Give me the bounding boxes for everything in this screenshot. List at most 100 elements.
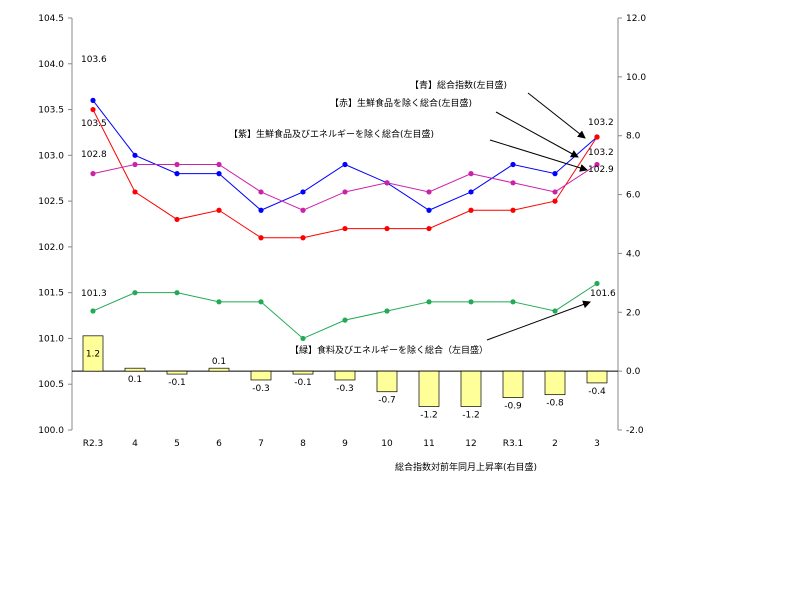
data-point bbox=[552, 308, 558, 314]
bar bbox=[334, 370, 356, 381]
legend-annotation: 【緑】食料及びエネルギーを除く総合（左目盛） bbox=[290, 344, 488, 356]
bar bbox=[418, 370, 440, 407]
x-tick-label: 4 bbox=[132, 439, 138, 449]
data-point bbox=[594, 134, 600, 140]
x-tick-label: 11 bbox=[423, 439, 434, 449]
point-data-label: 103.2 bbox=[588, 148, 614, 158]
annotation-arrow bbox=[527, 92, 586, 139]
x-tick-label: 5 bbox=[174, 439, 180, 449]
data-point bbox=[426, 207, 432, 213]
legend-annotation: 【紫】生鮮食品及びエネルギーを除く総合(左目盛) bbox=[229, 128, 434, 140]
data-point bbox=[300, 207, 306, 213]
right-tick-label: 4.0 bbox=[626, 249, 641, 259]
data-point bbox=[132, 189, 138, 195]
data-point bbox=[216, 171, 222, 177]
data-point bbox=[468, 299, 474, 305]
legend-annotation: 【赤】生鮮食品を除く総合(左目盛) bbox=[330, 97, 472, 109]
series-line bbox=[92, 283, 598, 340]
point-data-label: 101.3 bbox=[81, 289, 107, 299]
left-tick-label: 102.0 bbox=[38, 243, 64, 253]
data-point bbox=[510, 299, 516, 305]
bar-data-label: -0.8 bbox=[546, 399, 564, 409]
data-point bbox=[90, 171, 96, 177]
left-tick-label: 104.5 bbox=[38, 14, 64, 24]
bar-data-label: -0.9 bbox=[504, 402, 522, 412]
data-point bbox=[552, 189, 558, 195]
left-tick-label: 101.5 bbox=[38, 289, 64, 299]
data-point bbox=[90, 308, 96, 314]
bar-data-label: 0.1 bbox=[128, 375, 142, 385]
data-point bbox=[300, 235, 306, 241]
legend-annotation: 【青】総合指数(左目盛) bbox=[410, 79, 507, 91]
data-point bbox=[216, 207, 222, 213]
right-tick-label: 0.0 bbox=[626, 367, 641, 377]
data-point bbox=[384, 308, 390, 314]
bar bbox=[124, 367, 146, 372]
right-tick-label: -2.0 bbox=[626, 426, 644, 436]
bar bbox=[502, 370, 524, 398]
data-point bbox=[510, 161, 516, 168]
data-point bbox=[342, 189, 348, 195]
x-tick-label: 2 bbox=[552, 439, 558, 449]
point-data-label: 102.8 bbox=[81, 150, 107, 160]
data-point bbox=[384, 180, 390, 186]
bar-data-label: 1.2 bbox=[86, 349, 100, 359]
bar bbox=[292, 370, 314, 375]
data-point bbox=[174, 171, 180, 177]
point-data-label: 102.9 bbox=[588, 165, 614, 175]
bar bbox=[82, 335, 104, 372]
annotation-arrow bbox=[486, 300, 591, 341]
left-tick-label: 103.0 bbox=[38, 151, 64, 161]
data-point bbox=[426, 299, 432, 305]
series-line bbox=[92, 163, 598, 211]
data-point bbox=[258, 299, 264, 305]
x-tick-label: 3 bbox=[594, 439, 600, 449]
x-tick-label: 7 bbox=[258, 439, 264, 449]
x-tick-label: R3.1 bbox=[503, 439, 524, 449]
data-point bbox=[132, 152, 138, 158]
bar-data-label: -0.1 bbox=[168, 378, 186, 388]
bar-data-label: -1.2 bbox=[420, 410, 438, 420]
x-tick-label: 10 bbox=[381, 439, 393, 449]
data-point bbox=[426, 189, 432, 195]
data-point bbox=[468, 189, 474, 195]
x-tick-label: R2.3 bbox=[83, 439, 104, 449]
data-point bbox=[216, 299, 222, 305]
bar-data-label: 0.1 bbox=[212, 357, 226, 367]
data-point bbox=[258, 207, 264, 213]
annotation-arrow bbox=[489, 139, 588, 172]
bar-data-label: -0.7 bbox=[378, 396, 396, 406]
data-point bbox=[510, 180, 516, 186]
point-data-label: 103.2 bbox=[588, 118, 614, 128]
left-tick-label: 103.5 bbox=[38, 106, 64, 116]
left-tick-label: 102.5 bbox=[38, 197, 64, 207]
bar-data-label: -1.2 bbox=[462, 410, 480, 420]
bar bbox=[208, 367, 230, 372]
left-tick-label: 104.0 bbox=[38, 60, 64, 70]
data-point bbox=[132, 161, 138, 168]
bar bbox=[250, 370, 272, 381]
x-tick-label: 6 bbox=[216, 439, 222, 449]
data-point bbox=[552, 171, 558, 177]
data-point bbox=[132, 290, 138, 296]
point-data-label: 101.6 bbox=[590, 289, 616, 299]
x-tick-label: 8 bbox=[300, 439, 306, 449]
series-line bbox=[92, 109, 598, 239]
data-point bbox=[174, 216, 180, 223]
right-tick-label: 12.0 bbox=[626, 14, 646, 24]
bar-data-label: -0.3 bbox=[336, 384, 354, 394]
data-point bbox=[174, 161, 180, 168]
x-tick-label: 12 bbox=[465, 439, 476, 449]
bar-series-label: 総合指数対前年同月上昇率(右目盛) bbox=[395, 461, 537, 473]
data-point bbox=[594, 280, 600, 287]
data-point bbox=[552, 198, 558, 204]
bar bbox=[460, 370, 482, 407]
bar bbox=[544, 370, 566, 396]
data-point bbox=[384, 225, 390, 232]
right-tick-label: 6.0 bbox=[626, 191, 641, 201]
data-point bbox=[510, 207, 516, 213]
data-point bbox=[468, 171, 474, 177]
data-point bbox=[426, 225, 432, 232]
data-point bbox=[342, 317, 348, 323]
